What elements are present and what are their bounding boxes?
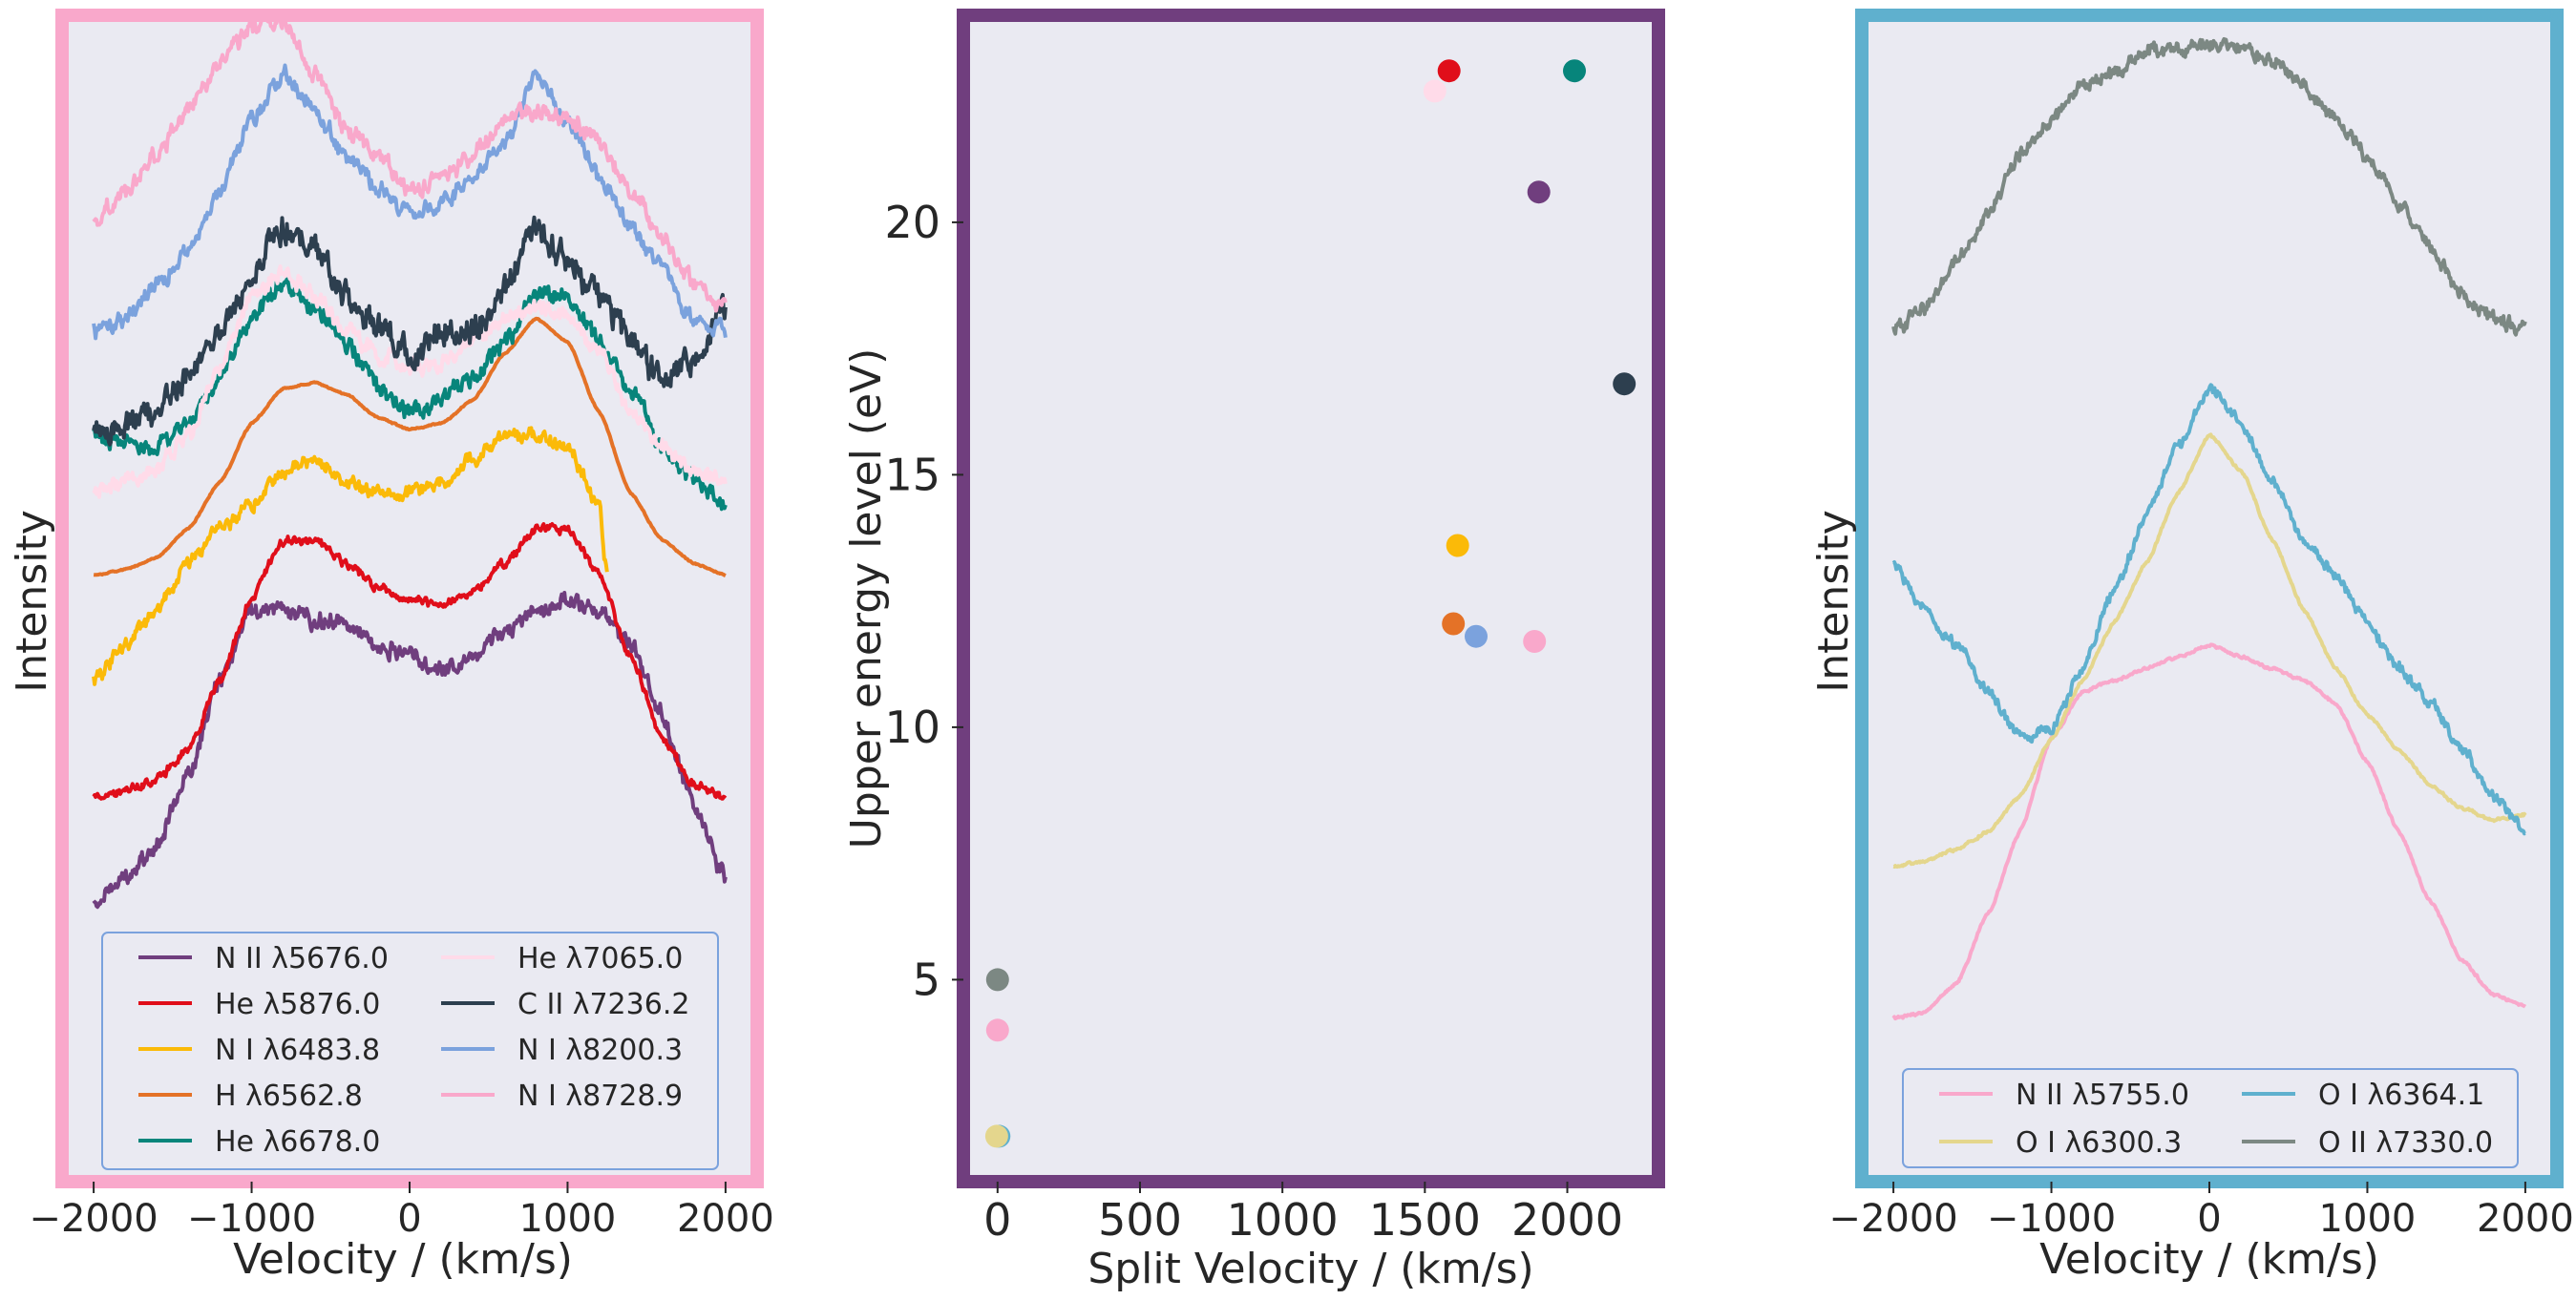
left-series-line-4	[93, 316, 727, 577]
left-legend-label-6: He λ7065.0	[517, 942, 683, 975]
scatter-point-11	[985, 1018, 1009, 1042]
right-series-line-2	[1892, 432, 2527, 870]
right-x-axis-label: Velocity / (km/s)	[2039, 1235, 2379, 1284]
left-x-tick-label: −1000	[187, 1197, 316, 1241]
left-legend-box	[101, 932, 719, 1170]
right-series-line-3	[1891, 383, 2526, 836]
scatter-point-4	[1527, 180, 1551, 204]
right-x-tick-label: −2000	[1828, 1197, 1957, 1241]
middle-frame	[957, 9, 1665, 1188]
scatter-point-6	[1446, 534, 1469, 557]
left-series-line-3	[92, 426, 609, 686]
middle-panel: 0 500 1000 1500 2000 5 10 15 20 Split Velocity …	[842, 9, 1665, 1293]
left-legend: N II λ5676.0 He λ5876.0 N I λ6483.8 H λ6562…	[101, 932, 719, 1170]
left-x-tick-label: 0	[397, 1197, 421, 1241]
left-y-axis-label: Intensity	[8, 510, 56, 693]
left-x-axis-label: Velocity / (km/s)	[233, 1235, 573, 1284]
left-x-tick-label: 2000	[677, 1197, 774, 1241]
right-legend-box	[1902, 1068, 2519, 1168]
middle-x-axis-label: Split Velocity / (km/s)	[1087, 1245, 1533, 1293]
scatter-point-13	[984, 1124, 1008, 1148]
right-series-line-1	[1891, 642, 2527, 1021]
scatter-point-8	[1465, 624, 1488, 648]
left-x-tick-label: −2000	[29, 1197, 158, 1241]
middle-y-tick-label: 10	[884, 702, 940, 753]
middle-x-tick-label: 500	[1098, 1194, 1182, 1246]
right-x-tick-label: 0	[2197, 1197, 2221, 1241]
middle-y-axis-label: Upper energy level (eV)	[842, 348, 891, 849]
right-x-ticks: −2000 −1000 0 1000 2000	[1828, 1182, 2574, 1241]
right-y-axis-label: Intensity	[1809, 510, 1858, 693]
right-panel: N II λ5755.0 O I λ6300.3 O I λ6364.1 O II λ…	[1809, 9, 2574, 1284]
scatter-points	[984, 59, 1636, 1148]
scatter-point-7	[1442, 612, 1466, 636]
scatter-point-9	[1523, 630, 1547, 653]
left-series-line-6	[92, 264, 728, 499]
left-series-line-9	[92, 14, 728, 313]
right-legend-label-1: N II λ5755.0	[2016, 1079, 2189, 1112]
right-plot-area	[1862, 15, 2557, 1182]
right-legend-label-4: O II λ7330.0	[2318, 1126, 2493, 1160]
middle-y-tick-label: 20	[884, 197, 940, 248]
middle-x-tick-label: 1500	[1369, 1194, 1481, 1246]
scatter-point-5	[1423, 79, 1446, 103]
left-series-line-8	[92, 63, 728, 341]
middle-x-ticks: 0 500 1000 1500 2000	[983, 1182, 1623, 1246]
right-legend-label-3: O I λ6364.1	[2318, 1079, 2484, 1112]
middle-plot-area	[963, 15, 1658, 1182]
scatter-point-3	[1437, 59, 1461, 83]
right-legend-label-2: O I λ6300.3	[2016, 1126, 2182, 1160]
right-x-tick-label: 1000	[2319, 1197, 2417, 1241]
middle-x-tick-label: 1000	[1227, 1194, 1339, 1246]
left-series-lines	[92, 14, 728, 910]
middle-y-tick-label: 15	[884, 449, 940, 500]
left-x-ticks: −2000 −1000 0 1000 2000	[29, 1182, 774, 1241]
left-legend-label-4: H λ6562.8	[215, 1080, 363, 1113]
left-legend-label-1: N II λ5676.0	[215, 942, 389, 975]
left-x-tick-label: 1000	[519, 1197, 617, 1241]
middle-y-ticks: 5 10 15 20	[884, 197, 963, 1005]
right-series-lines	[1891, 36, 2527, 1021]
left-legend-label-3: N I λ6483.8	[215, 1034, 380, 1067]
right-legend: N II λ5755.0 O I λ6300.3 O I λ6364.1 O II λ…	[1902, 1068, 2519, 1168]
left-legend-label-8: N I λ8200.3	[517, 1034, 683, 1067]
right-series-line-4	[1891, 36, 2527, 337]
left-series-line-2	[92, 522, 728, 801]
right-x-tick-label: −1000	[1987, 1197, 2116, 1241]
left-series-line-7	[92, 215, 728, 447]
scatter-point-1	[1613, 372, 1636, 396]
middle-x-tick-label: 2000	[1511, 1194, 1623, 1246]
middle-y-tick-label: 5	[913, 954, 940, 1005]
middle-x-tick-label: 0	[983, 1194, 1011, 1246]
left-legend-label-2: He λ5876.0	[215, 988, 380, 1021]
right-x-tick-label: 2000	[2477, 1197, 2574, 1241]
scatter-point-2	[1563, 59, 1586, 83]
left-legend-label-9: N I λ8728.9	[517, 1080, 683, 1113]
left-panel: N II λ5676.0 He λ5876.0 N I λ6483.8 H λ6562…	[8, 9, 774, 1284]
scatter-point-10	[985, 968, 1009, 992]
left-legend-label-5: He λ6678.0	[215, 1125, 380, 1159]
left-legend-label-7: C II λ7236.2	[517, 988, 689, 1021]
